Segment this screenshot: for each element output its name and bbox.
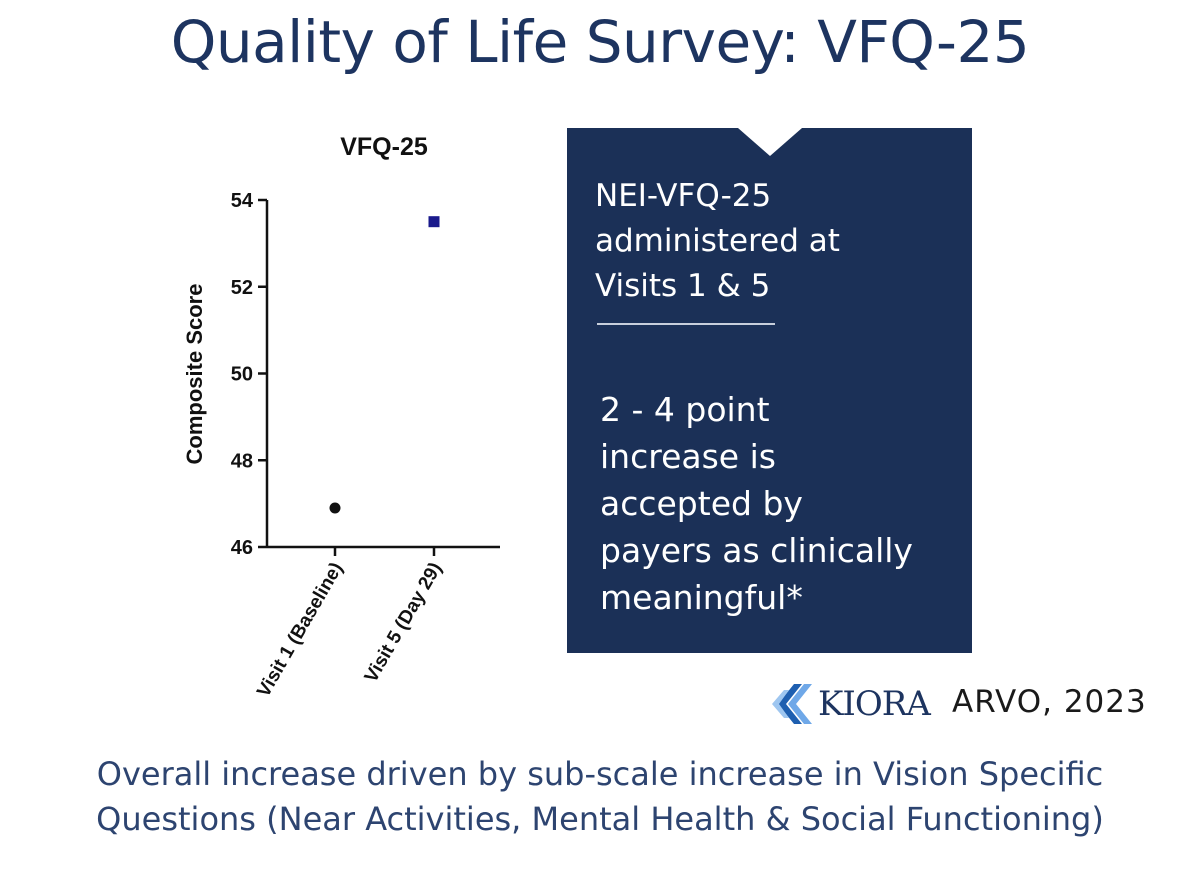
- chart-title: VFQ-25: [340, 133, 428, 161]
- callout-significance-text: 2 - 4 point increase is accepted by paye…: [600, 390, 913, 617]
- kiora-logo-icon: [772, 684, 812, 724]
- y-tick-label: 50: [231, 364, 253, 386]
- data-point-day29: [428, 216, 440, 228]
- info-callout: NEI-VFQ-25 administered at Visits 1 & 5 …: [567, 128, 972, 653]
- slide-title: Quality of Life Survey: VFQ-25: [170, 8, 1030, 76]
- logo-wordmark: KIORA: [818, 684, 931, 724]
- x-tick-label: Visit 1 (Baseline): [253, 559, 347, 701]
- footnote: Overall increase driven by sub-scale inc…: [96, 755, 1104, 838]
- callout-notch: [738, 128, 802, 156]
- data-point-baseline: [329, 502, 341, 514]
- kiora-logo: KIORA: [768, 682, 931, 726]
- y-tick-label: 46: [231, 537, 253, 559]
- y-tick-label: 48: [231, 450, 253, 472]
- y-tick-label: 54: [231, 190, 254, 212]
- citation: ARVO, 2023: [952, 684, 1147, 720]
- y-axis-label: Composite Score: [182, 284, 207, 465]
- vfq25-chart: VFQ-25 Composite Score 46 48 50 52 54 Visit …: [182, 133, 500, 701]
- callout-divider: [597, 323, 775, 325]
- y-tick-label: 52: [231, 277, 253, 299]
- callout-administration-text: NEI-VFQ-25 administered at Visits 1 & 5: [595, 178, 840, 304]
- x-tick-label: Visit 5 (Day 29): [361, 559, 447, 686]
